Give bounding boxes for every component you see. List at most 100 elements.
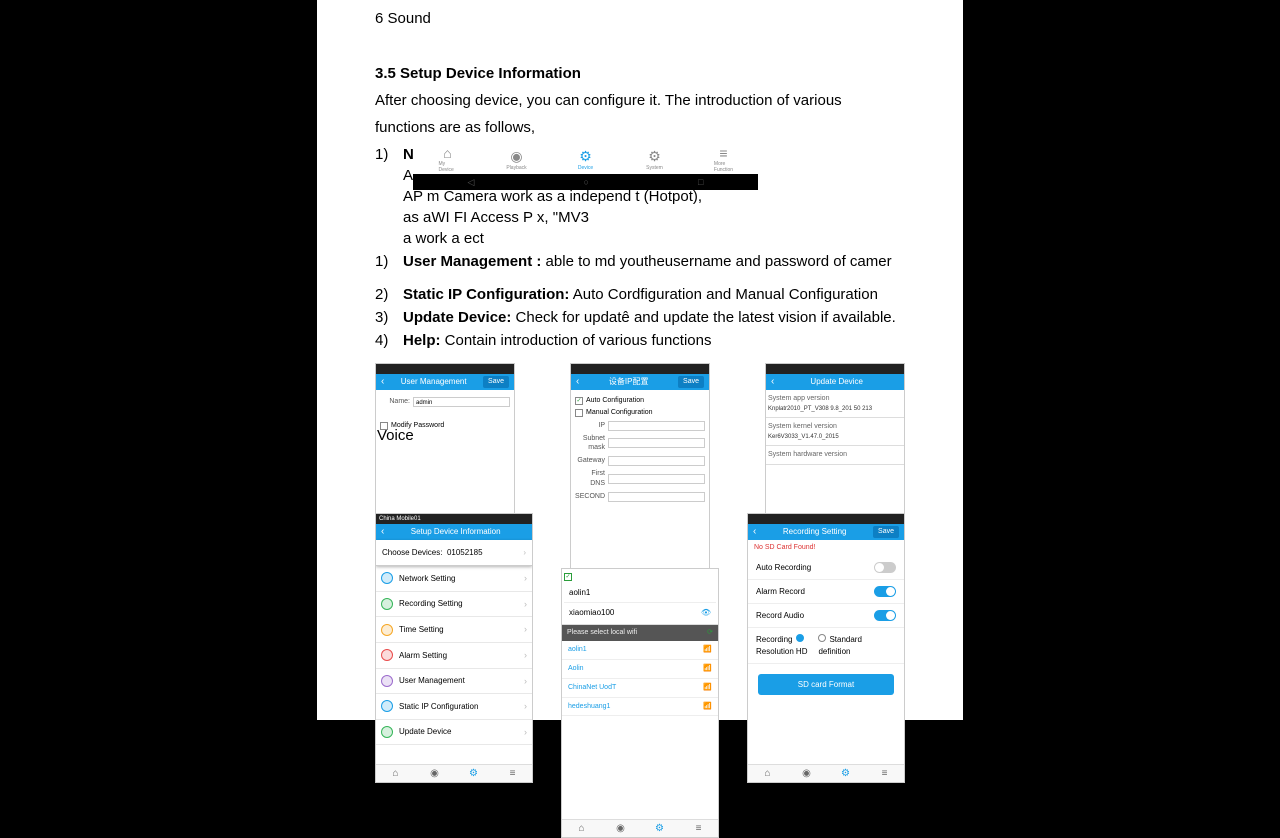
chevron-right-icon: ›: [524, 623, 527, 636]
menu-item[interactable]: Update Device›: [376, 720, 532, 746]
wifi-item[interactable]: Aolin📶: [562, 660, 718, 679]
playback-icon[interactable]: ◉: [615, 823, 627, 835]
radio-hd[interactable]: [796, 634, 804, 642]
toggle-auto-recording[interactable]: [874, 562, 896, 573]
phone-recording-setting: ‹ Recording Setting Save No SD Card Foun…: [747, 513, 905, 783]
ip-input[interactable]: [608, 421, 705, 431]
settings-icon[interactable]: ⚙: [468, 768, 480, 780]
menu-icon: [381, 700, 393, 712]
document-page: 6 Sound 3.5 Setup Device Information Aft…: [317, 0, 963, 720]
format-button[interactable]: SD card Format: [758, 674, 894, 695]
list-item-staticip: 2) Static IP Configuration: Auto Cordfig…: [375, 284, 905, 305]
toggle-record-audio[interactable]: [874, 610, 896, 621]
menu-item[interactable]: Alarm Setting›: [376, 643, 532, 669]
checkbox-icon[interactable]: ✓: [564, 573, 572, 581]
more-icon[interactable]: ≡: [693, 823, 705, 835]
wifi-icon: 📶: [703, 645, 712, 655]
more-icon[interactable]: ≡: [879, 768, 891, 780]
more-icon[interactable]: ≡: [507, 768, 519, 780]
nav-home-icon[interactable]: ○: [584, 177, 589, 187]
chevron-right-icon: ›: [524, 726, 527, 739]
gateway-input[interactable]: [608, 456, 705, 466]
settings-icon[interactable]: ⚙: [654, 823, 666, 835]
dns2-input[interactable]: [608, 492, 705, 502]
choose-device-row[interactable]: Choose Devices: 01052185 ›: [376, 540, 532, 566]
dns1-input[interactable]: [608, 474, 705, 484]
overlay-tabbar-fragment: ⌂My Device ◉Playback ⚙Device ⚙System ≡Mo…: [413, 144, 758, 190]
no-card-warning: No SD Card Found!: [748, 540, 904, 556]
tab-system[interactable]: ⚙System: [646, 150, 664, 168]
resolution-row: Recording Resolution HD Standard definit…: [748, 628, 904, 663]
save-button[interactable]: Save: [873, 526, 899, 538]
back-icon[interactable]: ‹: [576, 375, 579, 389]
phone-setup-device: China Mobile01 ‹ Setup Device Informatio…: [375, 513, 533, 783]
chevron-right-icon: ›: [524, 700, 527, 713]
tab-playback[interactable]: ◉Playback: [508, 150, 526, 168]
menu-icon: [381, 726, 393, 738]
tab-device[interactable]: ⚙Device: [577, 150, 595, 168]
voice-fragment: Voice: [377, 425, 414, 446]
name-input[interactable]: admin: [413, 397, 510, 407]
back-icon[interactable]: ‹: [381, 375, 384, 389]
checkbox-icon[interactable]: ✓: [575, 397, 583, 405]
save-button[interactable]: Save: [483, 376, 509, 388]
status-bar: [748, 514, 904, 524]
network-line-c: as aWI FI Access P x, "MV3: [403, 207, 905, 228]
menu-item[interactable]: Static IP Configuration›: [376, 694, 532, 720]
wifi-icon: 📶: [703, 683, 712, 693]
checkbox-icon[interactable]: [575, 409, 583, 417]
home-icon[interactable]: ⌂: [576, 823, 588, 835]
back-icon[interactable]: ‹: [381, 525, 384, 539]
refresh-icon[interactable]: ⟳: [707, 628, 713, 638]
bottom-nav: ⌂ ◉ ⚙ ≡: [376, 764, 532, 782]
network-line-d: a work a ect: [403, 228, 905, 249]
wifi-select-header: Please select local wifi ⟳: [562, 625, 718, 641]
wifi-list: aolin1📶Aolin📶ChinaNet UodT📶hedeshuang1📶: [562, 641, 718, 716]
settings-icon[interactable]: ⚙: [840, 768, 852, 780]
menu-item[interactable]: Network Setting›: [376, 566, 532, 592]
radio-sd[interactable]: [818, 634, 826, 642]
playback-icon[interactable]: ◉: [801, 768, 813, 780]
current-pwd-row: xiaomiao100 👁: [564, 603, 716, 622]
list-item-help: 4) Help: Contain introduction of various…: [375, 330, 905, 351]
tab-mydevice[interactable]: ⌂My Device: [439, 150, 457, 168]
screen-title: 设备IP配置: [609, 376, 649, 387]
title-bar: ‹ Setup Device Information: [376, 524, 532, 540]
subnet-input[interactable]: [608, 438, 705, 448]
menu-item[interactable]: Time Setting›: [376, 617, 532, 643]
record-audio-row: Record Audio: [748, 604, 904, 628]
nav-back-icon[interactable]: ◁: [468, 177, 475, 188]
wifi-item[interactable]: hedeshuang1📶: [562, 698, 718, 717]
back-icon[interactable]: ‹: [771, 375, 774, 389]
chevron-right-icon: ›: [524, 649, 527, 662]
save-button[interactable]: Save: [678, 376, 704, 388]
section-heading: 3.5 Setup Device Information: [375, 63, 905, 84]
home-icon[interactable]: ⌂: [390, 768, 402, 780]
auto-config-row[interactable]: ✓Auto Configuration: [575, 396, 705, 406]
menu-item[interactable]: Recording Setting›: [376, 592, 532, 618]
wifi-icon: 📶: [703, 702, 712, 712]
status-bar: [376, 364, 514, 374]
phone-static-ip: ‹ 设备IP配置 Save ✓Auto Configuration Manual…: [570, 363, 710, 593]
chevron-right-icon: ›: [524, 598, 527, 611]
intro-line-1: After choosing device, you can configure…: [375, 90, 905, 111]
playback-icon[interactable]: ◉: [429, 768, 441, 780]
wifi-item[interactable]: aolin1📶: [562, 641, 718, 660]
current-ssid: aolin1: [564, 583, 716, 603]
wifi-icon: 📶: [703, 664, 712, 674]
menu-item[interactable]: User Management›: [376, 669, 532, 695]
wifi-item[interactable]: ChinaNet UodT📶: [562, 679, 718, 698]
back-icon[interactable]: ‹: [753, 525, 756, 539]
screen-title: Update Device: [810, 376, 862, 387]
tab-more[interactable]: ≡More Function: [715, 150, 733, 168]
status-bar: China Mobile01: [376, 514, 532, 524]
intro-line-2: functions are as follows,: [375, 117, 905, 138]
eye-icon[interactable]: 👁: [701, 607, 711, 618]
toggle-alarm-record[interactable]: [874, 586, 896, 597]
home-icon[interactable]: ⌂: [762, 768, 774, 780]
manual-config-row[interactable]: Manual Configuration: [575, 408, 705, 418]
bottom-nav: ⌂ ◉ ⚙ ≡: [562, 819, 718, 837]
menu-icon: [381, 572, 393, 584]
screen-title: User Management: [401, 376, 467, 387]
nav-recent-icon[interactable]: □: [698, 177, 703, 187]
